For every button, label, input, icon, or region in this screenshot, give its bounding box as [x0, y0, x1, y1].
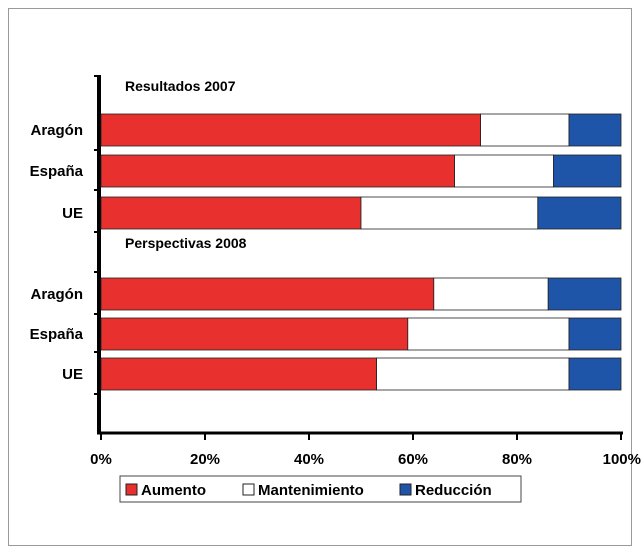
bar-segment: [553, 154, 622, 188]
x-tick-label: 100%: [603, 451, 641, 468]
bar-segment: [100, 317, 409, 351]
chart-frame: [8, 8, 632, 546]
bar-segment: [100, 196, 362, 230]
category-label: Aragón: [31, 286, 84, 303]
legend-swatch: [399, 483, 412, 496]
bar-segment: [547, 277, 622, 311]
group-title: Resultados 2007: [125, 78, 236, 94]
bar-segment: [100, 113, 482, 147]
x-tick-label: 40%: [294, 451, 324, 468]
bar-segment: [568, 317, 622, 351]
bar-segment: [360, 196, 539, 230]
category-label: España: [30, 326, 84, 343]
x-tick-label: 80%: [502, 451, 532, 468]
category-label: UE: [62, 205, 83, 222]
legend-swatch: [125, 483, 138, 496]
bar-segment: [537, 196, 622, 230]
bar-segment: [454, 154, 554, 188]
x-tick-label: 20%: [190, 451, 220, 468]
category-label: UE: [62, 366, 83, 383]
legend-label: Aumento: [141, 482, 206, 499]
bar-segment: [100, 357, 378, 391]
legend-label: Mantenimiento: [258, 482, 364, 499]
bar-segment: [100, 277, 435, 311]
category-label: Aragón: [31, 122, 84, 139]
x-tick-label: 0%: [90, 451, 112, 468]
x-tick-label: 60%: [398, 451, 428, 468]
bar-segment: [100, 154, 456, 188]
legend-swatch: [242, 483, 255, 496]
bar-segment: [376, 357, 570, 391]
bar-segment: [568, 357, 622, 391]
bar-segment: [480, 113, 570, 147]
bar-segment: [433, 277, 549, 311]
legend-box: [119, 475, 522, 503]
legend-label: Reducción: [415, 482, 492, 499]
bar-segment: [407, 317, 570, 351]
bar-segment: [568, 113, 622, 147]
group-title: Perspectivas 2008: [125, 235, 247, 251]
category-label: España: [30, 163, 84, 180]
